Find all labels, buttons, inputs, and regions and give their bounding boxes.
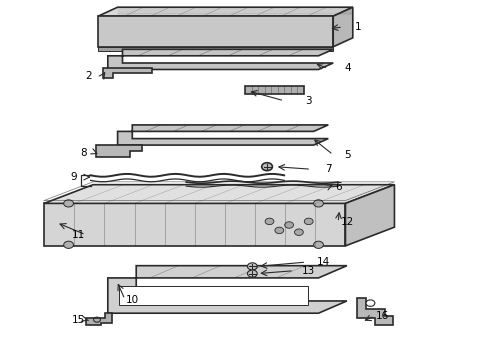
Circle shape: [366, 300, 375, 306]
Circle shape: [247, 263, 257, 270]
Text: 4: 4: [344, 63, 351, 73]
Text: 10: 10: [126, 294, 139, 305]
Text: 6: 6: [335, 182, 342, 192]
Circle shape: [314, 241, 323, 248]
Circle shape: [64, 200, 74, 207]
Polygon shape: [96, 145, 142, 157]
Text: 12: 12: [341, 217, 355, 228]
Circle shape: [262, 163, 272, 171]
Polygon shape: [108, 266, 347, 313]
Polygon shape: [103, 68, 152, 78]
Polygon shape: [119, 286, 308, 305]
Circle shape: [64, 241, 74, 248]
Polygon shape: [357, 298, 393, 325]
Circle shape: [314, 200, 323, 207]
Circle shape: [294, 229, 303, 235]
Polygon shape: [245, 86, 304, 94]
Text: 9: 9: [70, 172, 77, 182]
Text: 7: 7: [325, 164, 332, 174]
Circle shape: [285, 222, 294, 228]
Text: 15: 15: [72, 315, 85, 325]
Polygon shape: [44, 203, 345, 246]
Text: 16: 16: [375, 311, 389, 321]
Text: 13: 13: [302, 266, 316, 276]
Polygon shape: [108, 49, 333, 69]
Polygon shape: [44, 185, 394, 203]
Text: 2: 2: [85, 71, 92, 81]
Text: 3: 3: [305, 96, 312, 106]
Polygon shape: [345, 185, 394, 246]
Text: 11: 11: [72, 230, 85, 240]
Text: 1: 1: [354, 22, 361, 32]
Polygon shape: [98, 16, 333, 47]
Text: 5: 5: [344, 150, 351, 160]
Text: 14: 14: [317, 257, 330, 267]
Circle shape: [275, 227, 284, 234]
Circle shape: [304, 218, 313, 225]
Text: 8: 8: [80, 148, 87, 158]
Polygon shape: [86, 313, 112, 325]
Polygon shape: [333, 7, 353, 47]
Circle shape: [247, 270, 257, 277]
Polygon shape: [118, 125, 328, 145]
Polygon shape: [98, 7, 353, 16]
Polygon shape: [98, 47, 333, 51]
Circle shape: [265, 218, 274, 225]
